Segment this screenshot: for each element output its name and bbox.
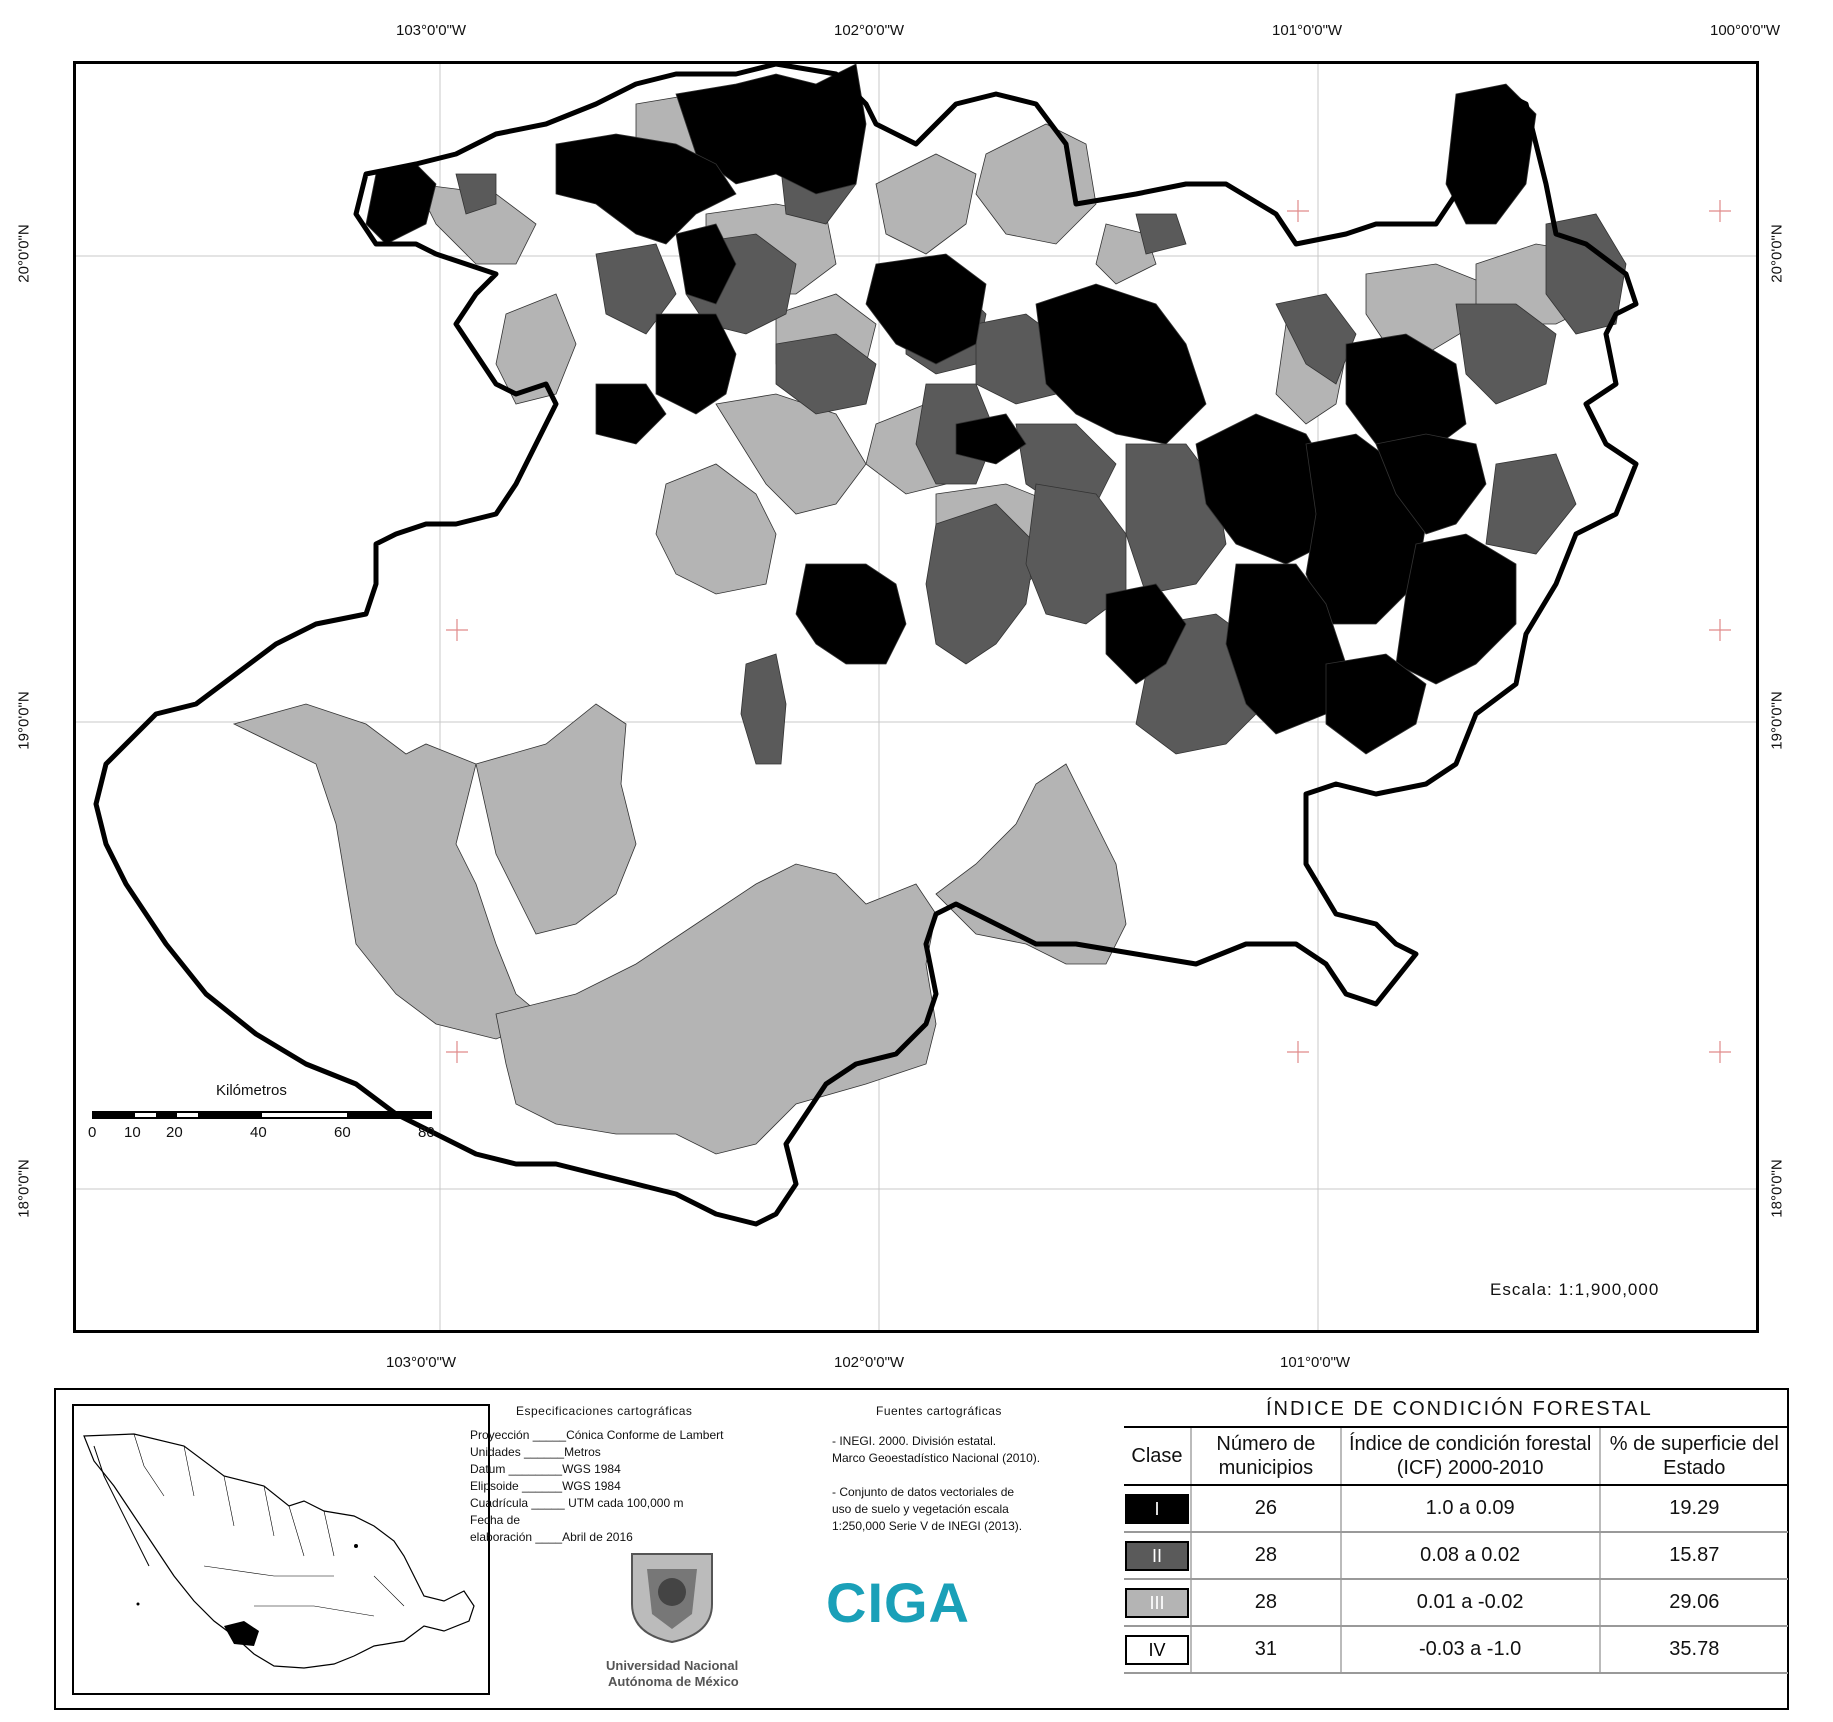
sources-title: Fuentes cartográficas [876, 1404, 1002, 1418]
source-line-1: - INEGI. 2000. División estatal. [832, 1434, 997, 1448]
spec-line-datum: Datum ________WGS 1984 [470, 1462, 621, 1476]
coord-right-19n: 19°0'0"N [1768, 691, 1786, 750]
scalebar-tick-60: 60 [334, 1124, 351, 1141]
source-line-3: - Conjunto de datos vectoriales de [832, 1485, 1015, 1499]
specs-title: Especificaciones cartográficas [516, 1404, 693, 1418]
coord-top-103w: 103°0'0"W [396, 22, 467, 39]
spec-line-fecha: Fecha de [470, 1513, 521, 1527]
legend-superficie: 15.87 [1598, 1532, 1788, 1580]
michoacan-map [76, 64, 1756, 1330]
coord-bottom-103w: 103°0'0"W [386, 1354, 457, 1371]
map-frame: Kilómetros 0 10 20 40 60 80 Escala: 1:1,… [73, 61, 1759, 1333]
coord-bottom-101w: 101°0'0"W [1280, 1354, 1351, 1371]
scalebar-title: Kilómetros [216, 1082, 287, 1099]
legend-superficie: 19.29 [1598, 1485, 1788, 1533]
scalebar-tick-20: 20 [166, 1124, 183, 1141]
legend-swatch-class-iv: IV [1125, 1634, 1189, 1665]
legend-row: II 28 0.08 a 0.02 15.87 [1124, 1532, 1788, 1580]
legend-icf-range: -0.03 a -1.0 [1339, 1626, 1600, 1674]
legend-municipios: 31 [1190, 1626, 1341, 1674]
ciga-logo: CIGA [826, 1571, 970, 1634]
unam-name-line1: Universidad Nacional [606, 1658, 739, 1673]
scalebar-tick-80: 80 [418, 1124, 435, 1141]
legend-row: I 26 1.0 a 0.09 19.29 [1124, 1485, 1788, 1533]
coord-left-18n: 18°0'0"N [15, 1159, 33, 1218]
legend-header-superficie: % de superficie del Estado [1598, 1426, 1788, 1486]
legend-header-municipios: Número de municipios [1190, 1426, 1341, 1486]
unam-seal-icon [631, 1553, 713, 1644]
legend-icf-range: 0.01 a -0.02 [1339, 1579, 1600, 1627]
legend-superficie: 29.06 [1598, 1579, 1788, 1627]
legend-municipios: 28 [1190, 1532, 1341, 1580]
coord-left-19n: 19°0'0"N [15, 691, 33, 750]
source-line-5: 1:250,000 Serie V de INEGI (2013). [832, 1519, 1023, 1533]
legend-row: IV 31 -0.03 a -1.0 35.78 [1124, 1626, 1788, 1674]
scalebar-tick-10: 10 [124, 1124, 141, 1141]
spec-line-cuadricula: Cuadrícula _____ UTM cada 100,000 m [470, 1496, 684, 1510]
coord-top-100w: 100°0'0"W [1710, 22, 1781, 39]
mexico-inset-map [72, 1404, 490, 1695]
legend-table: Clase Número de municipios Índice de con… [1124, 1426, 1788, 1674]
coord-bottom-102w: 102°0'0"W [834, 1354, 905, 1371]
legend-title: ÍNDICE DE CONDICIÓN FORESTAL [1266, 1398, 1653, 1420]
mexico-outline [83, 1433, 475, 1669]
legend-municipios: 28 [1190, 1579, 1341, 1627]
source-line-2: Marco Geoestadístico Nacional (2010). [832, 1451, 1041, 1465]
map-scale-text: Escala: 1:1,900,000 [1490, 1280, 1660, 1299]
legend-icf-range: 0.08 a 0.02 [1339, 1532, 1600, 1580]
legend-superficie: 35.78 [1598, 1626, 1788, 1674]
legend-swatch-class-iii: III [1125, 1587, 1189, 1618]
legend-swatch-class-ii: II [1125, 1540, 1189, 1571]
coord-right-20n: 20°0'0"N [1768, 224, 1786, 283]
spec-line-elipsoide: Elipsoide ______WGS 1984 [470, 1479, 621, 1493]
spec-line-unidades: Unidades ______Metros [470, 1445, 601, 1459]
coord-top-101w: 101°0'0"W [1272, 22, 1343, 39]
coord-top-102w: 102°0'0"W [834, 22, 905, 39]
legend-swatch-class-i: I [1125, 1493, 1189, 1524]
legend-header-icf: Índice de condición forestal (ICF) 2000-… [1339, 1426, 1600, 1486]
scale-bar [92, 1111, 432, 1119]
unam-name-line2: Autónoma de México [608, 1674, 739, 1689]
legend-icf-range: 1.0 a 0.09 [1339, 1485, 1600, 1533]
legend-municipios: 26 [1190, 1485, 1341, 1533]
graticule [76, 64, 1756, 1330]
state-outline [93, 64, 1639, 1227]
spec-line-proyeccion: Proyección _____Cónica Conforme de Lambe… [470, 1428, 724, 1442]
scalebar-tick-40: 40 [250, 1124, 267, 1141]
spec-line-elaboracion: elaboración ____Abril de 2016 [470, 1530, 633, 1544]
municipalities [232, 64, 1627, 1155]
coord-left-20n: 20°0'0"N [15, 224, 33, 283]
coord-right-18n: 18°0'0"N [1768, 1159, 1786, 1218]
legend-row: III 28 0.01 a -0.02 29.06 [1124, 1579, 1788, 1627]
legend-header-clase: Clase [1124, 1426, 1191, 1486]
info-panel: Especificaciones cartográficas Proyecció… [54, 1388, 1789, 1710]
source-line-4: uso de suelo y vegetación escala [832, 1502, 1009, 1516]
scalebar-tick-0: 0 [88, 1124, 97, 1141]
